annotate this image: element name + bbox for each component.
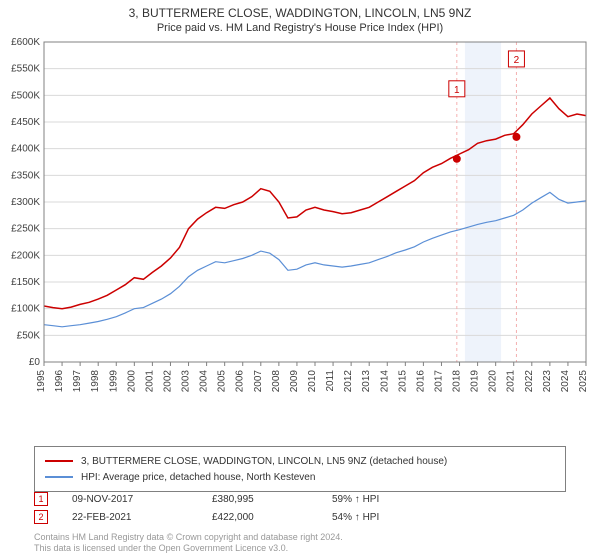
y-tick-label: £400K — [11, 144, 40, 155]
chart-title: 3, BUTTERMERE CLOSE, WADDINGTON, LINCOLN… — [0, 6, 600, 20]
y-tick-label: £0 — [29, 357, 41, 368]
footnote: Contains HM Land Registry data © Crown c… — [34, 532, 566, 554]
x-tick-label: 2009 — [289, 370, 300, 393]
x-tick-label: 2001 — [144, 370, 155, 393]
x-tick-label: 2012 — [343, 370, 354, 393]
transaction-price: £422,000 — [212, 512, 332, 523]
x-tick-label: 2011 — [325, 370, 336, 392]
x-tick-label: 2024 — [560, 370, 571, 393]
legend-box: 3, BUTTERMERE CLOSE, WADDINGTON, LINCOLN… — [34, 446, 566, 492]
x-tick-label: 2005 — [217, 370, 228, 393]
legend-item: 3, BUTTERMERE CLOSE, WADDINGTON, LINCOLN… — [45, 453, 555, 469]
y-tick-label: £600K — [11, 37, 40, 48]
transaction-date: 09-NOV-2017 — [72, 494, 212, 505]
x-tick-label: 2016 — [415, 370, 426, 393]
y-tick-label: £450K — [11, 117, 40, 128]
x-tick-label: 1999 — [108, 370, 119, 393]
legend-swatch — [45, 460, 73, 462]
marker-box-label: 2 — [514, 55, 520, 66]
x-tick-label: 2020 — [488, 370, 499, 393]
y-tick-label: £250K — [11, 224, 40, 235]
x-tick-label: 2010 — [307, 370, 318, 393]
x-tick-label: 2013 — [361, 370, 372, 393]
chart-area: £0£50K£100K£150K£200K£250K£300K£350K£400… — [44, 42, 586, 402]
marker-dot — [453, 155, 461, 163]
legend-label: 3, BUTTERMERE CLOSE, WADDINGTON, LINCOLN… — [81, 456, 447, 467]
series-property — [44, 98, 586, 309]
series-hpi — [44, 192, 586, 326]
x-tick-label: 1996 — [54, 370, 65, 393]
x-tick-label: 2023 — [542, 370, 553, 393]
legend-label: HPI: Average price, detached house, Nort… — [81, 472, 315, 483]
x-tick-label: 2007 — [253, 370, 264, 393]
legend-swatch — [45, 476, 73, 478]
x-tick-label: 1995 — [36, 370, 47, 393]
transaction-marker: 1 — [34, 492, 48, 506]
transaction-pct: 54% ↑ HPI — [332, 512, 432, 523]
x-tick-label: 2025 — [578, 370, 589, 393]
x-tick-label: 2019 — [470, 370, 481, 393]
legend-item: HPI: Average price, detached house, Nort… — [45, 469, 555, 485]
x-tick-label: 2022 — [524, 370, 535, 393]
x-tick-label: 2014 — [379, 370, 390, 393]
marker-dot — [512, 133, 520, 141]
y-tick-label: £500K — [11, 90, 40, 101]
x-tick-label: 1997 — [72, 370, 83, 393]
marker-box-label: 1 — [454, 85, 460, 96]
x-tick-label: 2021 — [506, 370, 517, 393]
x-tick-label: 2000 — [126, 370, 137, 393]
y-tick-label: £300K — [11, 197, 40, 208]
x-tick-label: 2015 — [397, 370, 408, 393]
x-tick-label: 2002 — [162, 370, 173, 393]
y-tick-label: £50K — [17, 330, 41, 341]
x-tick-label: 2006 — [235, 370, 246, 393]
transaction-pct: 59% ↑ HPI — [332, 494, 432, 505]
chart-subtitle: Price paid vs. HM Land Registry's House … — [0, 22, 600, 34]
y-tick-label: £350K — [11, 170, 40, 181]
title-block: 3, BUTTERMERE CLOSE, WADDINGTON, LINCOLN… — [0, 0, 600, 34]
y-tick-label: £200K — [11, 250, 40, 261]
x-tick-label: 2004 — [199, 370, 210, 393]
x-tick-label: 1998 — [90, 370, 101, 393]
footnote-line2: This data is licensed under the Open Gov… — [34, 543, 288, 553]
x-tick-label: 2003 — [181, 370, 192, 393]
transaction-marker: 2 — [34, 510, 48, 524]
transaction-row: 1 09-NOV-2017 £380,995 59% ↑ HPI — [34, 490, 566, 508]
transaction-date: 22-FEB-2021 — [72, 512, 212, 523]
x-tick-label: 2017 — [433, 370, 444, 393]
y-tick-label: £550K — [11, 64, 40, 75]
line-chart-svg: £0£50K£100K£150K£200K£250K£300K£350K£400… — [44, 42, 586, 402]
y-tick-label: £150K — [11, 277, 40, 288]
transaction-price: £380,995 — [212, 494, 332, 505]
transaction-row: 2 22-FEB-2021 £422,000 54% ↑ HPI — [34, 508, 566, 526]
chart-container: 3, BUTTERMERE CLOSE, WADDINGTON, LINCOLN… — [0, 0, 600, 560]
footnote-line1: Contains HM Land Registry data © Crown c… — [34, 532, 343, 542]
x-tick-label: 2008 — [271, 370, 282, 393]
transactions-table: 1 09-NOV-2017 £380,995 59% ↑ HPI 2 22-FE… — [34, 490, 566, 526]
x-tick-label: 2018 — [452, 370, 463, 393]
y-tick-label: £100K — [11, 304, 40, 315]
